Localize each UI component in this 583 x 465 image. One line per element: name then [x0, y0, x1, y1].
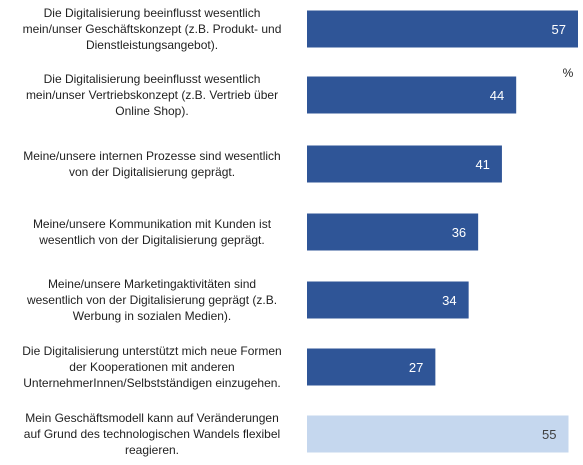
value-labels: 57 44 41 36 34 27 55 [409, 22, 566, 442]
bar [307, 10, 578, 48]
category-label-line: Die Digitalisierung beeinflusst wesentli… [44, 72, 261, 86]
category-label-line: mein/unser Vertriebskonzept (z.B. Vertri… [26, 88, 278, 102]
bars [307, 10, 578, 453]
bar [307, 348, 436, 386]
category-label: Die Digitalisierung beeinflusst wesentli… [23, 6, 282, 52]
category-label-line: Meine/unsere Marketingaktivitäten sind [48, 277, 256, 291]
bar-value-label: 57 [552, 22, 566, 37]
category-label-line: Die Digitalisierung unterstützt mich neu… [22, 344, 281, 358]
category-label: Die Digitalisierung unterstützt mich neu… [22, 344, 281, 390]
category-label: Meine/unsere Kommunikation mit Kunden is… [33, 217, 272, 247]
bar [307, 415, 569, 453]
bar-value-label: 41 [475, 157, 489, 172]
bar [307, 213, 479, 251]
bar-value-label: 55 [542, 427, 556, 442]
category-label-line: wesentlich von der Digitalisierung geprä… [38, 233, 264, 247]
category-label: Meine/unsere internen Prozesse sind wese… [23, 149, 280, 179]
category-label-line: Die Digitalisierung beeinflusst wesentli… [44, 6, 261, 20]
category-label-line: Online Shop). [115, 104, 188, 118]
unit-label: % [563, 66, 574, 80]
bar [307, 281, 469, 319]
bar [307, 76, 517, 114]
category-label-line: Werbung in sozialen Medien). [73, 309, 232, 323]
bar-value-label: 36 [452, 225, 466, 240]
category-label: Mein Geschäftsmodell kann auf Veränderun… [24, 411, 280, 457]
category-label-line: mein/unser Geschäftskonzept (z.B. Produk… [23, 22, 282, 36]
category-label-line: auf Grund des technologischen Wandels fl… [24, 427, 280, 441]
category-labels: Die Digitalisierung beeinflusst wesentli… [22, 6, 281, 457]
category-label-line: Dienstleistungsangebot). [86, 38, 218, 52]
bar-value-label: 27 [409, 360, 423, 375]
bar-value-label: 34 [442, 293, 456, 308]
category-label-line: UnternehmerInnen/Selbstständigen einzuge… [23, 376, 281, 390]
category-label-line: von der Digitalisierung geprägt. [69, 165, 235, 179]
bar-value-label: 44 [490, 88, 504, 103]
category-label: Die Digitalisierung beeinflusst wesentli… [26, 72, 278, 118]
category-label-line: wesentlich von der Digitalisierung geprä… [26, 293, 277, 307]
bar [307, 145, 502, 183]
category-label: Meine/unsere Marketingaktivitäten sind we… [26, 277, 277, 323]
category-label-line: reagieren. [125, 443, 179, 457]
category-label-line: Mein Geschäftsmodell kann auf Veränderun… [25, 411, 279, 425]
category-label-line: Meine/unsere Kommunikation mit Kunden is… [33, 217, 272, 231]
category-label-line: Meine/unsere internen Prozesse sind wese… [23, 149, 280, 163]
category-label-line: der Kooperationen mit anderen [69, 360, 234, 374]
